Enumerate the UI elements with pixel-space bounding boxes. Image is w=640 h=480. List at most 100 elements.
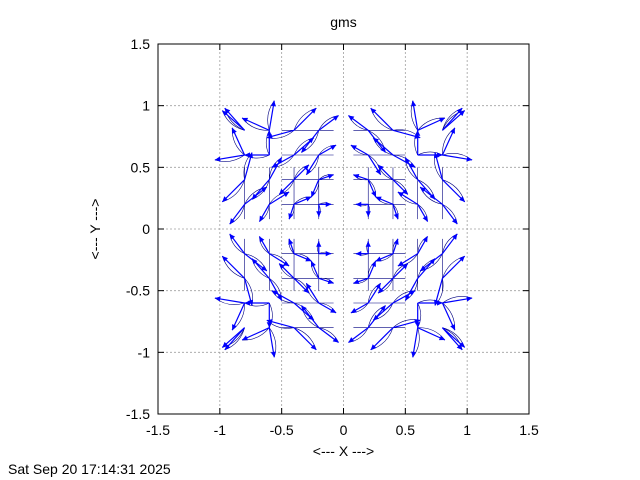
vector-arrowhead: [370, 344, 377, 350]
vector-arrowhead: [451, 233, 458, 240]
vector-arrowhead: [433, 152, 439, 159]
vector-arrowhead: [283, 192, 290, 198]
vector-arrowhead: [411, 351, 417, 358]
vector-arrowhead: [276, 294, 282, 301]
vector-arrowhead: [214, 156, 221, 162]
vector-arrowhead: [393, 238, 399, 245]
vector-arrows: [214, 100, 473, 358]
vector-arrowhead: [310, 108, 317, 114]
vector-arrowhead: [248, 299, 254, 306]
timestamp: Sat Sep 20 17:14:31 2025: [8, 461, 171, 477]
vector-arrowhead: [350, 145, 357, 151]
vector-arrowhead: [303, 287, 309, 294]
vector-arrowhead: [405, 294, 411, 301]
vector-arrowhead: [232, 324, 237, 331]
vector-arrowhead: [266, 130, 272, 136]
vector-arrowhead: [438, 117, 445, 123]
y-tick-label: -0.5: [126, 283, 150, 299]
vector-arrowhead: [330, 307, 337, 313]
vector-arrowhead: [438, 335, 445, 341]
y-tick-label: 1.5: [131, 36, 151, 52]
vector-arrowhead: [327, 279, 334, 285]
x-tick-label: -0.5: [270, 422, 294, 438]
vector-arrowhead: [327, 173, 334, 179]
vector-arrowhead: [375, 196, 382, 202]
vector-arrowhead: [222, 110, 229, 117]
vector-arrowhead: [259, 215, 265, 222]
vector-arrowhead: [365, 211, 371, 217]
x-axis-label: <--- X --->: [313, 443, 374, 459]
vector-arrowhead: [242, 335, 249, 341]
vector-arrowhead: [229, 218, 236, 225]
vector-arrowhead: [266, 322, 272, 328]
vector-arrowhead: [232, 127, 237, 134]
vector-arrowhead: [353, 173, 360, 179]
plot-area: -1.5 -1 -0.5 0 0.5 1 1.5 -1.5 -1 -0.5 0 0.5 1 1.5 gm…: [87, 14, 539, 459]
x-tick-label: -1: [214, 422, 227, 438]
vector-arrowhead: [402, 263, 408, 270]
vector-arrowhead: [214, 296, 221, 302]
vector-arrowhead: [270, 100, 276, 107]
x-tick-label: 1.5: [519, 422, 539, 438]
x-tick-label: 0.5: [396, 422, 416, 438]
vector-arrowhead: [437, 300, 443, 306]
y-tick-label: 0: [142, 221, 150, 237]
vector-arrowhead: [365, 241, 371, 247]
vector-arrowhead: [393, 213, 399, 220]
vector-arrowhead: [305, 196, 312, 202]
x-tick-labels: -1.5 -1 -0.5 0 0.5 1 1.5: [146, 422, 539, 438]
x-tick-label: 0: [340, 422, 348, 438]
vector-arrowhead: [353, 279, 360, 285]
vector-arrowhead: [244, 152, 250, 158]
vector-arrowhead: [450, 324, 455, 331]
vector-arrowhead: [459, 196, 465, 202]
vector-arrowhead: [375, 283, 381, 290]
vector-arrowhead: [405, 157, 411, 164]
vector-arrowhead: [378, 287, 384, 294]
vector-arrowhead: [325, 251, 332, 257]
y-tick-labels: -1.5 -1 -0.5 0 0.5 1 1.5: [126, 36, 150, 422]
vector-arrowhead: [242, 117, 249, 123]
vector-arrowhead: [402, 188, 408, 195]
vector-arrowhead: [437, 152, 443, 158]
x-tick-label: 1: [463, 422, 471, 438]
vector-arrowhead: [355, 201, 362, 207]
y-tick-label: -1: [138, 344, 151, 360]
vector-arrowhead: [350, 307, 357, 313]
vector-arrowhead: [303, 164, 309, 171]
vector-arrowhead: [415, 130, 421, 136]
chart-title: gms: [330, 14, 356, 30]
vector-arrowhead: [459, 256, 465, 262]
vector-arrowhead: [355, 251, 362, 257]
vector-arrowhead: [371, 261, 376, 268]
vector-arrowhead: [332, 115, 339, 121]
axis-ticks: [157, 43, 530, 415]
vector-arrowhead: [420, 265, 427, 271]
vector-arrowhead: [330, 145, 337, 151]
vector-arrowhead: [373, 314, 379, 321]
vector-arrowhead: [348, 115, 355, 121]
vector-arrowhead: [306, 283, 312, 290]
grid-lines: [158, 44, 529, 414]
vector-arrowhead: [306, 168, 312, 175]
vector-arrowhead: [222, 196, 228, 202]
vector-arrowhead: [466, 296, 473, 302]
vector-arrowhead: [308, 137, 314, 144]
vector-arrowhead: [458, 341, 465, 348]
y-axis-label: <--- Y --->: [87, 199, 103, 260]
vector-arrowhead: [310, 344, 317, 350]
vector-arrowhead: [279, 263, 285, 270]
vector-arrowhead: [288, 213, 294, 220]
vector-arrowhead: [316, 211, 322, 217]
vector-arrowhead: [248, 152, 254, 159]
vector-arrowhead: [270, 351, 276, 358]
vector-arrowhead: [305, 256, 312, 262]
vector-arrowhead: [422, 215, 428, 222]
vector-arrowhead: [348, 337, 355, 343]
vector-arrowhead: [433, 299, 439, 306]
x-tick-label: -1.5: [146, 422, 170, 438]
vector-arrowhead: [375, 256, 382, 262]
vector-arrowhead: [276, 157, 282, 164]
vector-arrowhead: [279, 188, 285, 195]
